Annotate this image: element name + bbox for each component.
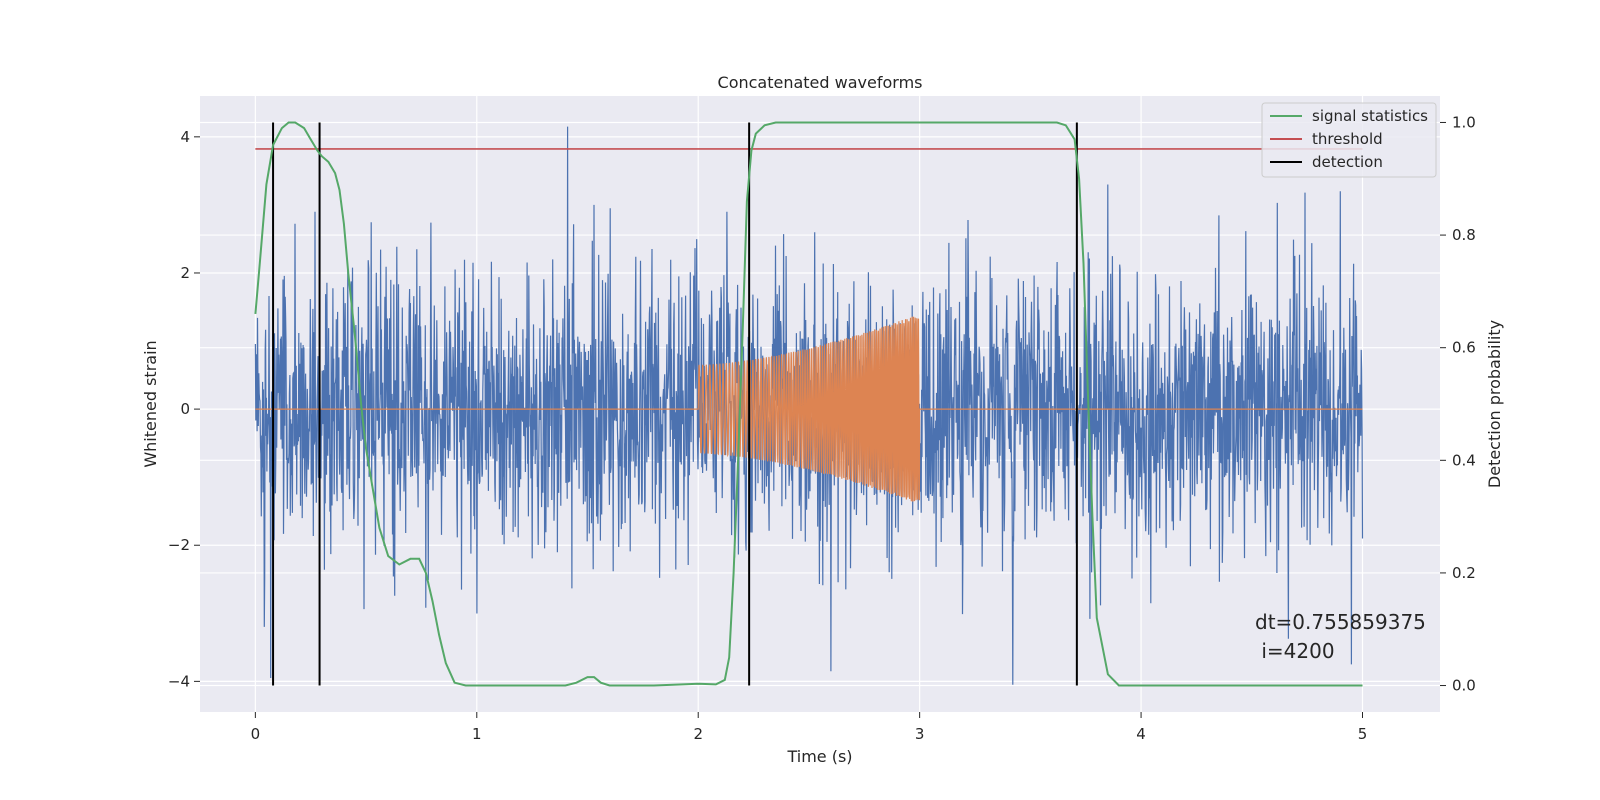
y2-tick-label: 0.8: [1452, 226, 1476, 244]
y-tick-label: 0: [180, 400, 190, 418]
y-axis-label: Whitened strain: [141, 340, 160, 467]
x-tick-label: 4: [1136, 725, 1146, 743]
y-tick-label: −2: [168, 536, 190, 554]
annotation-dt: dt=0.755859375: [1255, 610, 1426, 634]
y-axis-ticks: −4 −2 0 2 4: [168, 128, 200, 690]
y2-axis-label: Detection probability: [1485, 320, 1504, 488]
legend-box: [1261, 102, 1437, 178]
waveform-series-line: [255, 316, 1363, 502]
legend-label-threshold: threshold: [1312, 130, 1383, 148]
chart-title: Concatenated waveforms: [718, 73, 923, 92]
annotation-i: i=4200: [1255, 639, 1335, 663]
y-tick-label: −4: [168, 672, 190, 690]
y2-tick-label: 1.0: [1452, 113, 1476, 131]
x-tick-label: 3: [915, 725, 925, 743]
legend: signal statistics threshold detection: [1261, 102, 1437, 178]
y-tick-label: 4: [180, 128, 190, 146]
signal-statistics-line: [254, 121, 1363, 687]
y2-tick-label: 0.6: [1452, 339, 1476, 357]
x-tick-label: 0: [251, 725, 261, 743]
x-tick-label: 5: [1358, 725, 1368, 743]
y2-tick-label: 0.0: [1452, 677, 1476, 695]
strain-series-line: [254, 126, 1364, 685]
y2-axis-ticks: 0.0 0.2 0.4 0.6 0.8 1.0: [1440, 113, 1476, 695]
y2-tick-label: 0.2: [1452, 564, 1476, 582]
detection-lines: [272, 122, 1078, 686]
legend-label-signal-statistics: signal statistics: [1312, 107, 1428, 125]
legend-label-detection: detection: [1312, 153, 1383, 171]
y-tick-label: 2: [180, 264, 190, 282]
x-tick-label: 2: [693, 725, 703, 743]
x-axis-label: Time (s): [786, 747, 852, 766]
x-tick-label: 1: [472, 725, 482, 743]
x-axis-ticks: 0 1 2 3 4 5: [251, 712, 1368, 743]
y2-tick-label: 0.4: [1452, 451, 1476, 469]
